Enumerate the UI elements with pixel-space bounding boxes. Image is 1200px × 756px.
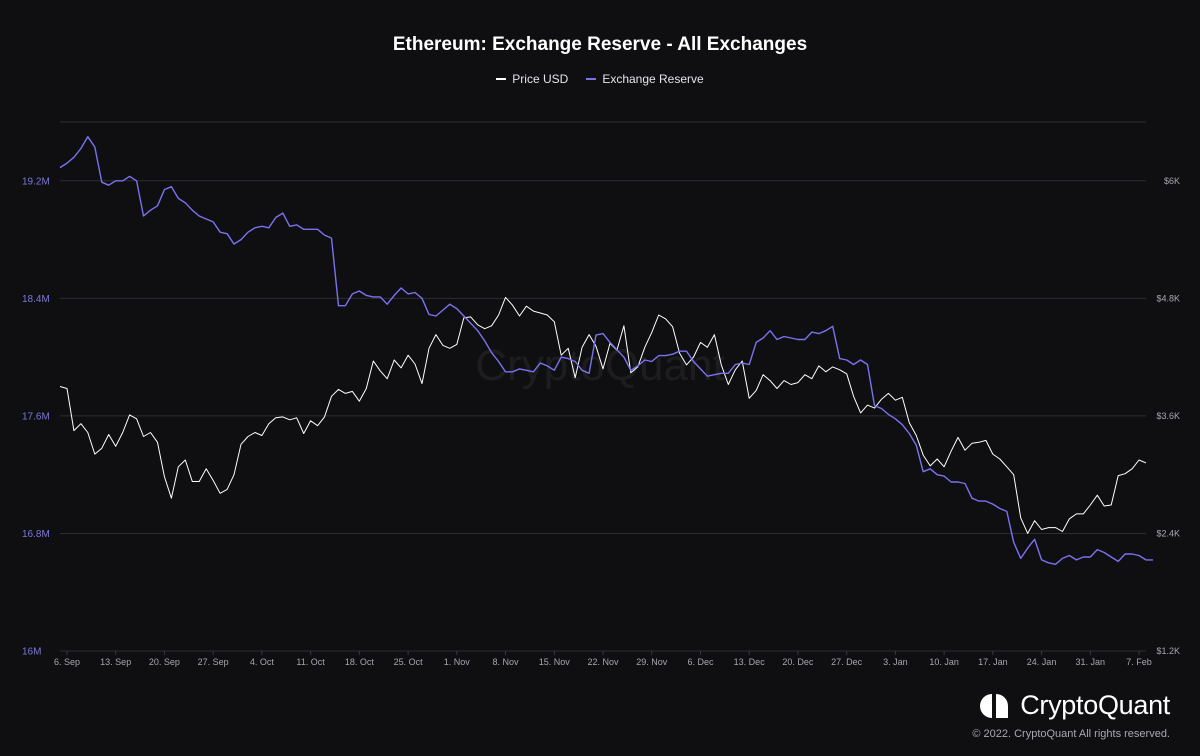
legend-swatch-reserve	[586, 78, 597, 80]
y-right-tick-label: $6K	[1164, 176, 1180, 186]
x-tick-label: 20. Sep	[149, 657, 180, 667]
y-right-tick-label: $4.8K	[1156, 293, 1180, 303]
x-tick-label: 3. Jan	[883, 657, 908, 667]
x-tick-label: 11. Oct	[296, 657, 325, 667]
legend-swatch-price	[496, 78, 507, 80]
y-right-tick-label: $1.2K	[1156, 646, 1180, 656]
x-tick-label: 27. Sep	[198, 657, 229, 667]
x-tick-label: 13. Sep	[100, 657, 131, 667]
chart-title: Ethereum: Exchange Reserve - All Exchang…	[392, 34, 808, 55]
watermark: CryptoQuant	[475, 341, 724, 390]
series-line-exchange-reserve[interactable]	[59, 135, 1153, 565]
x-tick-label: 6. Dec	[687, 657, 714, 667]
brand: CryptoQuant	[978, 690, 1170, 721]
x-tick-label: 17. Jan	[978, 657, 1008, 667]
y-left-tick-label: 16.8M	[22, 529, 50, 540]
axis-layer: 16M 16.8M 17.6M 18.4M 19.2M $1.2K $2.4K $3.6K $4…	[22, 176, 1180, 667]
x-tick-label: 29. Nov	[636, 657, 668, 667]
y-right-tick-label: $3.6K	[1156, 411, 1180, 421]
legend-item-reserve[interactable]: Exchange Reserve	[586, 72, 704, 86]
series-line-price-usd[interactable]	[59, 296, 1147, 534]
x-tick-label: 31. Jan	[1076, 657, 1106, 667]
copyright: © 2022. CryptoQuant All rights reserved.	[972, 728, 1170, 740]
x-tick-label: 7. Feb	[1126, 657, 1152, 667]
x-tick-label: 25. Oct	[394, 657, 424, 667]
x-tick-label: 13. Dec	[734, 657, 766, 667]
series-layer	[59, 135, 1153, 565]
legend-label-reserve: Exchange Reserve	[602, 72, 704, 86]
y-left-tick-label: 16M	[22, 647, 41, 658]
x-tick-label: 24. Jan	[1027, 657, 1057, 667]
x-tick-label: 6. Sep	[54, 657, 80, 667]
x-tick-label: 20. Dec	[782, 657, 814, 667]
y-left-tick-label: 18.4M	[22, 294, 50, 305]
y-left-tick-label: 19.2M	[22, 176, 50, 187]
x-tick-label: 1. Nov	[444, 657, 471, 667]
x-tick-label: 22. Nov	[587, 657, 619, 667]
y-left-tick-label: 17.6M	[22, 411, 50, 422]
brand-name: CryptoQuant	[1020, 690, 1170, 720]
x-tick-label: 4. Oct	[250, 657, 275, 667]
legend-item-price[interactable]: Price USD	[496, 72, 568, 86]
x-tick-label: 27. Dec	[831, 657, 863, 667]
y-right-tick-label: $2.4K	[1156, 528, 1180, 538]
grid-layer	[60, 121, 1146, 652]
x-tick-label: 10. Jan	[929, 657, 959, 667]
legend-label-price: Price USD	[512, 72, 569, 86]
legend: Price USD Exchange Reserve	[0, 72, 1200, 86]
x-tick-label: 15. Nov	[539, 657, 571, 667]
x-tick-label: 8. Nov	[493, 657, 520, 667]
x-tick-label: 18. Oct	[345, 657, 375, 667]
cryptoquant-logo-icon	[980, 693, 1009, 718]
